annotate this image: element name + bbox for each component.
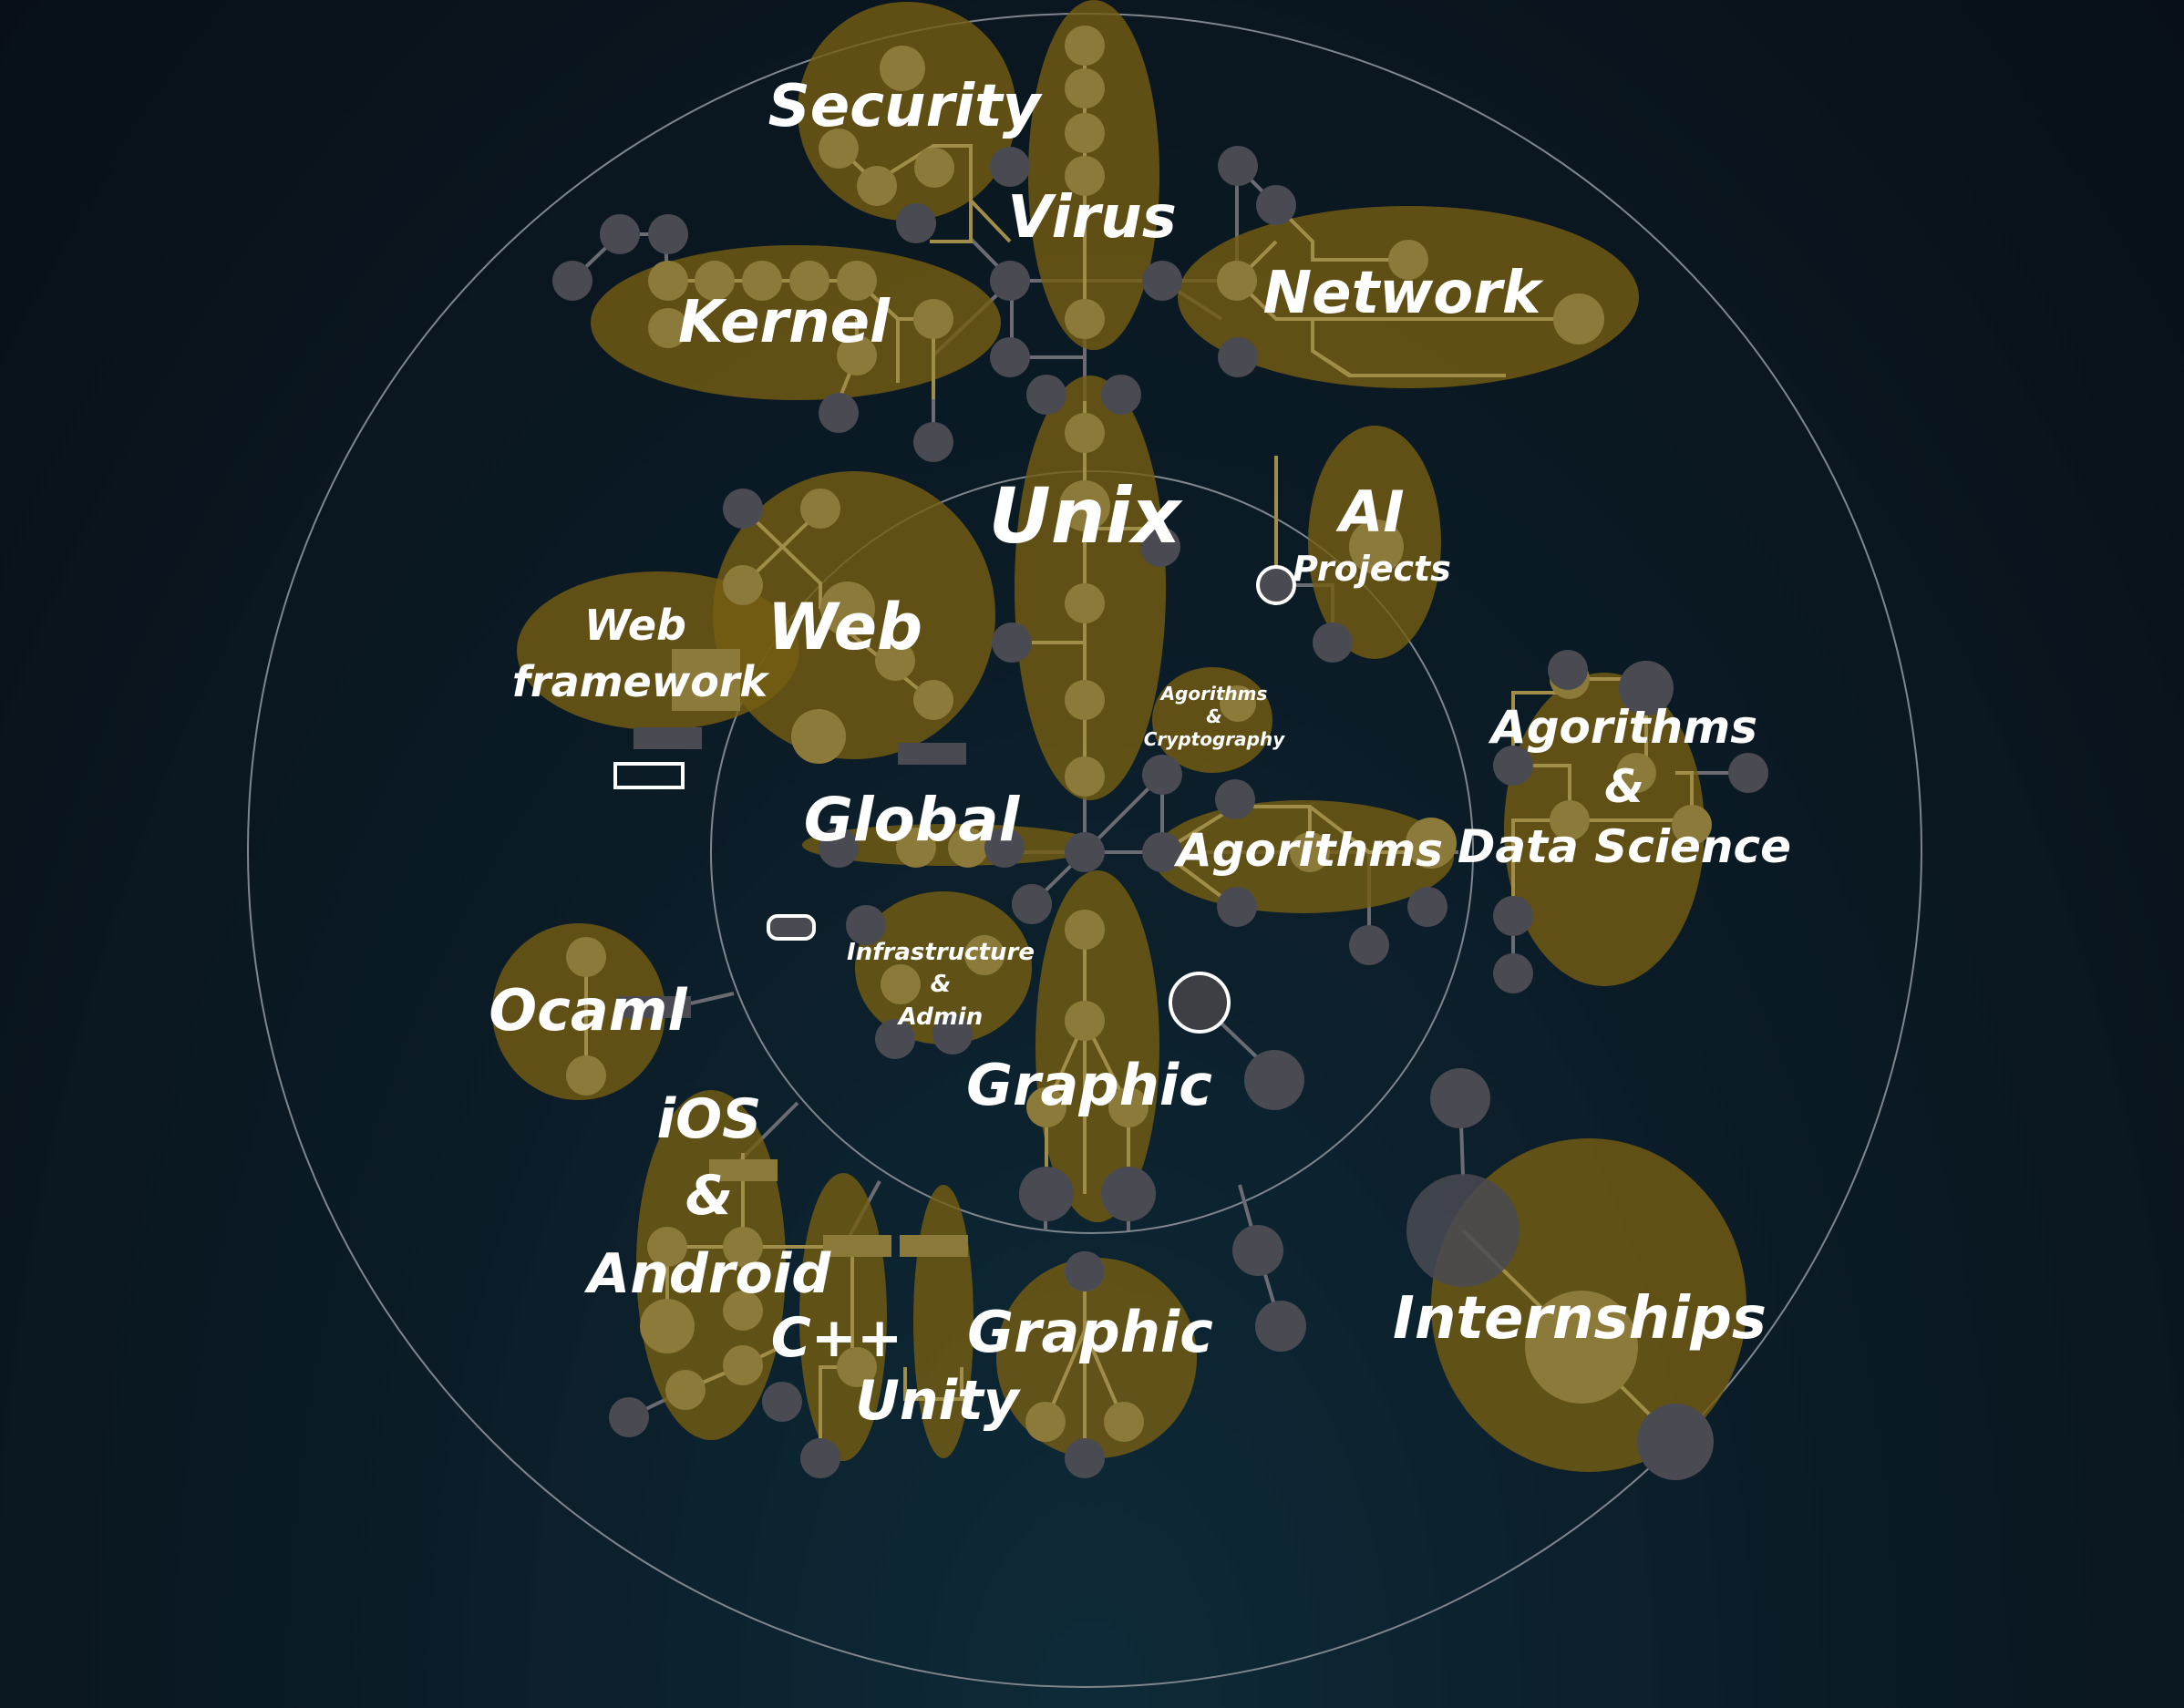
label-network: Network bbox=[1263, 260, 1544, 327]
label-ios-line3: Android bbox=[584, 1242, 831, 1306]
zone-infrastructure-admin[interactable] bbox=[855, 891, 1032, 1044]
label-ios-line2: & bbox=[685, 1164, 733, 1228]
label-ai: AI bbox=[1334, 478, 1404, 545]
label-web: Web bbox=[767, 590, 922, 664]
current-project-node[interactable] bbox=[1169, 972, 1231, 1034]
zone-network[interactable] bbox=[1178, 206, 1639, 388]
label-agorithms-crypto-line2: & bbox=[1206, 705, 1221, 727]
selected-project-box[interactable] bbox=[613, 762, 685, 789]
label-security: Security bbox=[768, 73, 1043, 140]
label-agorithms: Agorithms bbox=[1173, 824, 1443, 877]
zone-ocaml[interactable] bbox=[492, 923, 665, 1100]
zone-agorithms-data-science[interactable] bbox=[1504, 673, 1705, 986]
zone-labels: Security Virus Kernel Network Unix AI Pr… bbox=[489, 73, 1791, 1433]
selected-project-node[interactable] bbox=[1256, 565, 1296, 605]
label-web-framework-line1: Web bbox=[584, 601, 686, 650]
label-agorithms-ds-line2: & bbox=[1604, 760, 1644, 813]
label-agorithms-crypto-line3: Cryptography bbox=[1144, 728, 1285, 750]
zone-nodes bbox=[566, 26, 1712, 1442]
label-global: Global bbox=[804, 785, 1021, 855]
label-unity: Unity bbox=[855, 1369, 1022, 1433]
label-cpp: C++ bbox=[771, 1306, 903, 1370]
label-infra-line3: Admin bbox=[897, 1003, 983, 1031]
label-web-framework-line2: framework bbox=[512, 657, 770, 706]
label-ai-projects: Projects bbox=[1293, 549, 1451, 589]
label-agorithms-crypto-line1: Agorithms bbox=[1159, 683, 1268, 705]
label-virus: Virus bbox=[1007, 184, 1177, 252]
label-agorithms-ds-line3: Data Science bbox=[1458, 820, 1791, 873]
label-graphic-outer: Graphic bbox=[967, 1299, 1213, 1365]
label-internships: Internships bbox=[1393, 1285, 1767, 1353]
label-agorithms-ds-line1: Agorithms bbox=[1488, 701, 1757, 754]
zone-security[interactable] bbox=[798, 2, 1016, 221]
label-graphic-inner: Graphic bbox=[966, 1052, 1212, 1118]
label-unix: Unix bbox=[989, 471, 1184, 561]
selected-project-pill[interactable] bbox=[767, 914, 816, 941]
graph-nodes[interactable] bbox=[552, 146, 1768, 1480]
label-ocaml: Ocaml bbox=[489, 977, 687, 1044]
label-ios-line1: iOS bbox=[657, 1087, 762, 1151]
label-infra-line2: & bbox=[931, 971, 952, 998]
label-kernel: Kernel bbox=[678, 289, 891, 356]
label-infra-line1: Infrastructure bbox=[847, 939, 1035, 966]
